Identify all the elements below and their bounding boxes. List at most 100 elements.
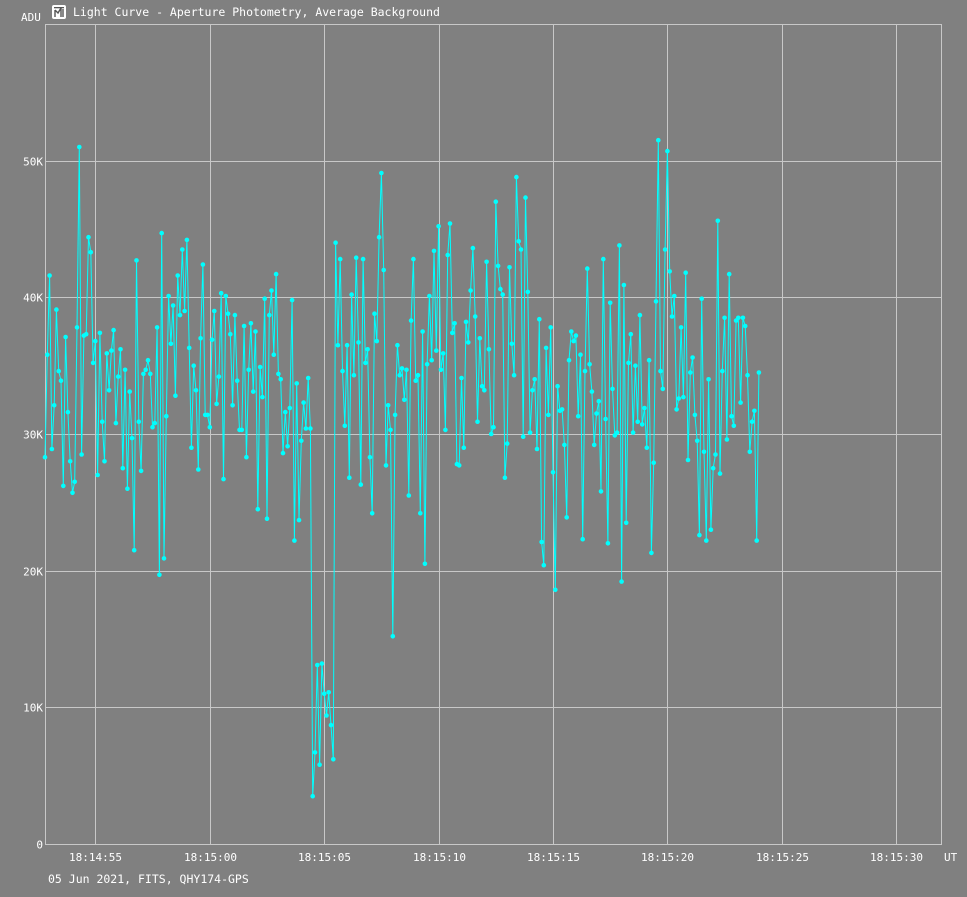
data-point: [134, 258, 139, 263]
data-point: [436, 224, 441, 229]
data-point: [667, 269, 672, 274]
data-point: [287, 405, 293, 411]
data-point: [644, 445, 650, 451]
data-point: [115, 374, 121, 379]
data-point: [607, 300, 613, 306]
y-tick-label: 0: [36, 839, 43, 852]
data-point: [493, 199, 499, 204]
y-tick-label: 20K: [23, 566, 43, 579]
data-point: [303, 426, 309, 431]
data-point: [273, 271, 279, 277]
data-point: [424, 362, 430, 367]
data-point: [344, 342, 350, 348]
data-point: [283, 409, 288, 415]
data-point: [58, 378, 64, 384]
data-point: [649, 550, 654, 556]
data-point: [61, 483, 66, 489]
x-tick-label: 18:15:10: [413, 851, 466, 864]
window-title-bar: Light Curve - Aperture Photometry, Avera…: [52, 4, 440, 20]
data-point: [747, 449, 753, 455]
data-point: [688, 370, 693, 375]
data-point: [468, 288, 473, 293]
data-point: [486, 347, 492, 352]
data-point: [198, 336, 203, 341]
data-point: [438, 367, 444, 373]
data-point: [740, 315, 746, 321]
data-point: [475, 419, 480, 425]
data-point: [569, 329, 574, 334]
data-point: [74, 325, 80, 330]
data-point: [63, 334, 68, 340]
data-point: [550, 470, 556, 475]
data-point: [562, 442, 567, 448]
data-point: [109, 348, 114, 353]
data-point: [324, 713, 329, 718]
data-point: [376, 234, 382, 240]
data-point: [720, 368, 725, 374]
data-point: [312, 750, 318, 755]
data-point: [479, 383, 485, 389]
data-point: [353, 255, 359, 260]
data-point: [280, 450, 286, 456]
data-point: [289, 297, 295, 303]
data-point: [205, 412, 210, 418]
data-point: [415, 372, 421, 378]
data-point: [136, 419, 142, 425]
data-point: [646, 357, 652, 363]
data-point: [315, 662, 320, 668]
data-point: [637, 312, 643, 318]
data-point: [223, 293, 229, 299]
data-point: [658, 368, 663, 374]
data-point: [596, 398, 602, 404]
data-point: [200, 262, 206, 267]
data-point: [225, 311, 231, 317]
data-point: [351, 372, 357, 378]
data-point: [360, 256, 366, 262]
data-point: [150, 424, 155, 430]
y-tick-label: 40K: [23, 292, 43, 305]
data-point: [710, 465, 716, 471]
data-point: [79, 452, 84, 457]
data-point: [736, 315, 741, 321]
data-point: [722, 315, 727, 321]
data-point: [539, 539, 544, 545]
data-point: [431, 248, 437, 254]
data-point: [157, 572, 162, 578]
data-point: [356, 340, 361, 345]
data-point: [196, 467, 201, 472]
x-tick-label: 18:15:30: [870, 851, 923, 864]
data-point: [294, 381, 300, 386]
data-point: [170, 303, 176, 308]
data-point: [262, 296, 268, 302]
data-point: [523, 195, 528, 200]
window-title: Light Curve - Aperture Photometry, Avera…: [73, 5, 440, 19]
data-point: [729, 413, 734, 419]
data-point: [639, 422, 645, 427]
data-point: [427, 293, 432, 299]
data-point: [527, 430, 533, 435]
data-point: [106, 388, 112, 393]
data-point: [434, 348, 439, 353]
observation-info: 05 Jun 2021, FITS, QHY174-GPS: [48, 872, 249, 886]
data-point: [754, 538, 759, 543]
data-point: [617, 243, 622, 248]
data-point: [67, 459, 73, 464]
data-point: [184, 237, 190, 243]
data-point: [365, 347, 370, 352]
data-point: [248, 321, 254, 326]
data-point: [534, 446, 540, 452]
light-curve-icon[interactable]: [52, 5, 66, 19]
data-point: [555, 383, 560, 389]
data-point: [690, 355, 695, 360]
data-point: [429, 357, 435, 363]
data-point: [234, 378, 240, 384]
data-point: [72, 479, 77, 485]
data-point: [122, 367, 128, 373]
data-point: [537, 316, 542, 322]
data-point: [321, 691, 327, 696]
data-point: [111, 327, 116, 333]
data-point: [699, 296, 704, 302]
x-tick-label: 18:14:55: [69, 851, 122, 864]
data-point: [95, 472, 100, 478]
data-point: [452, 321, 457, 326]
